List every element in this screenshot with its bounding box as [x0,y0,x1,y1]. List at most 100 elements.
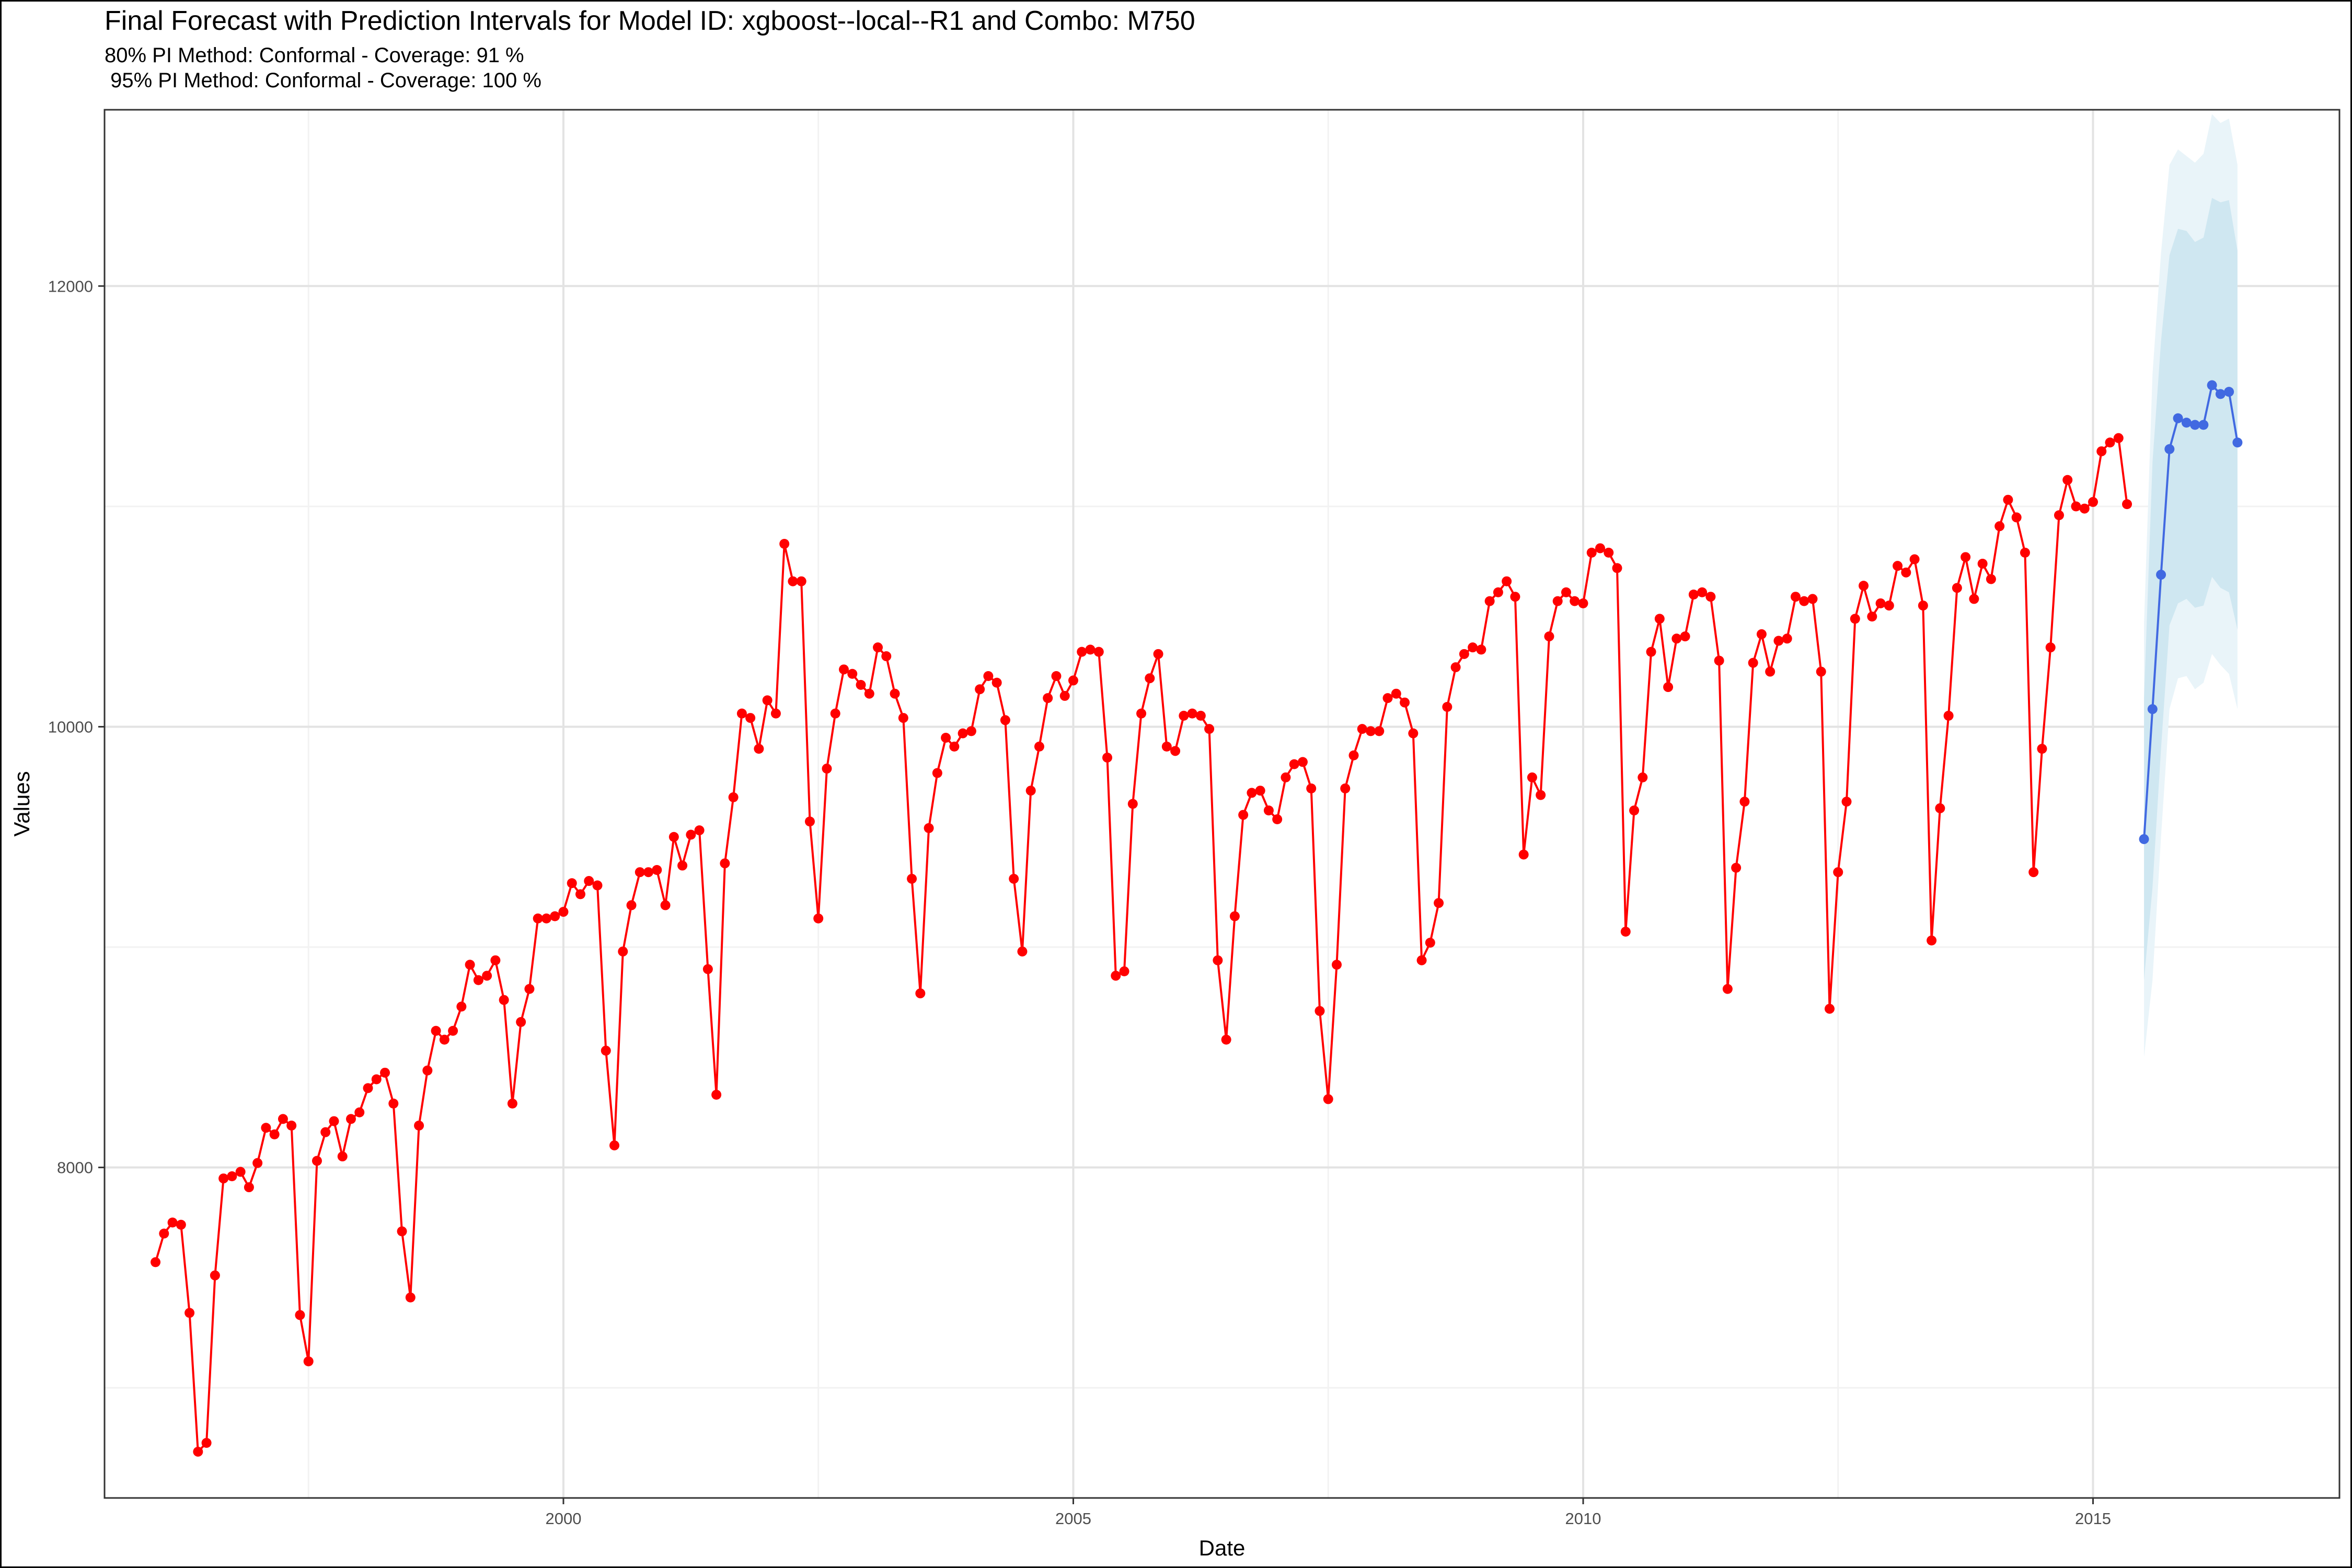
actual-point [2054,510,2064,521]
actual-point [1961,552,1971,562]
actual-point [252,1158,263,1168]
chart-subtitle-95pi: 95% PI Method: Conformal - Coverage: 100… [105,69,541,92]
actual-point [626,900,637,910]
actual-point [1935,803,1945,813]
actual-point [1518,849,1529,860]
actual-point [244,1182,254,1193]
actual-point [2045,642,2056,653]
actual-point [507,1098,517,1109]
actual-point [728,792,739,802]
chart-title: Final Forecast with Prediction Intervals… [105,6,1195,36]
actual-point [907,873,917,884]
actual-point [380,1067,390,1078]
actual-point [1790,592,1801,602]
actual-point [1612,563,1622,573]
actual-point [235,1167,246,1177]
actual-point [1009,873,1019,884]
actual-point [524,984,535,994]
actual-point [1374,726,1385,736]
actual-point [796,576,806,586]
actual-point [1425,938,1435,948]
axis-ticks: 8000 10000 12000 2000 2005 2010 2015 [48,277,2111,1528]
actual-point [1145,673,1155,684]
y-tick-label: 12000 [48,277,93,295]
actual-point [1620,927,1631,937]
actual-point [2113,433,2124,443]
actual-point [643,867,654,878]
actual-point [159,1228,169,1239]
actual-point [1331,960,1342,970]
forecast-point [2139,834,2149,844]
actual-point [1281,772,1291,782]
actual-point [660,900,671,910]
actual-point [414,1121,424,1131]
actual-point [1348,750,1359,760]
actual-point [227,1171,237,1181]
actual-point [363,1083,373,1093]
actual-point [1255,786,1265,796]
actual-point [1578,598,1588,608]
actual-point [456,1001,467,1012]
actual-point [1654,614,1665,624]
actual-point [1272,814,1283,825]
actual-point [1306,783,1317,793]
actual-point [1688,589,1699,599]
actual-point [354,1107,365,1117]
prediction-interval-bands [2144,114,2238,1057]
actual-point [541,913,551,924]
pi80-band [2144,198,2238,981]
actual-point [397,1226,407,1237]
actual-point [1408,728,1419,739]
actual-point [1289,759,1299,769]
actual-point [856,679,866,690]
actual-point [533,913,543,924]
actual-point [736,708,747,719]
actual-line [154,437,2128,1453]
actual-point [1952,583,1962,593]
actual-point [1722,984,1733,994]
actual-point [575,889,585,900]
actual-point [1833,867,1843,878]
forecast-point [2232,437,2243,448]
actual-point [2122,499,2132,510]
actual-point [439,1034,449,1045]
actual-point [388,1098,399,1109]
actual-point [1927,935,1937,946]
actual-point [1450,662,1461,673]
actual-point [1340,783,1351,793]
actual-point [1943,710,1954,721]
actual-point [1459,649,1469,659]
actual-point [813,913,824,924]
actual-point [1909,554,1920,564]
actual-point [1604,547,1614,558]
actual-point [1731,862,1742,873]
actual-point [1536,790,1546,800]
actual-point [1969,594,1979,604]
x-tick-label: 2010 [1565,1509,1601,1528]
actual-point [1238,810,1249,820]
actual-point [592,880,603,891]
actual-point [584,876,594,886]
actual-point [873,642,883,653]
actual-point [1247,788,1257,798]
actual-point [422,1065,433,1076]
actual-point [1570,596,1580,606]
actual-point [635,867,645,878]
actual-point [1400,697,1410,708]
forecast-point [2156,570,2166,580]
actual-point [1867,612,1877,622]
actual-point [1161,741,1172,752]
actual-point [1646,647,1656,657]
actual-point [1476,644,1486,655]
actual-point [448,1025,458,1036]
actual-point [779,539,790,549]
actual-point [320,1127,331,1137]
actual-point [1748,658,1758,668]
actual-point [1629,805,1640,816]
actual-point [966,726,976,736]
forecast-point [2173,413,2183,423]
x-tick-label: 2000 [545,1509,581,1528]
actual-point [941,733,951,743]
actual-point [1586,547,1597,558]
